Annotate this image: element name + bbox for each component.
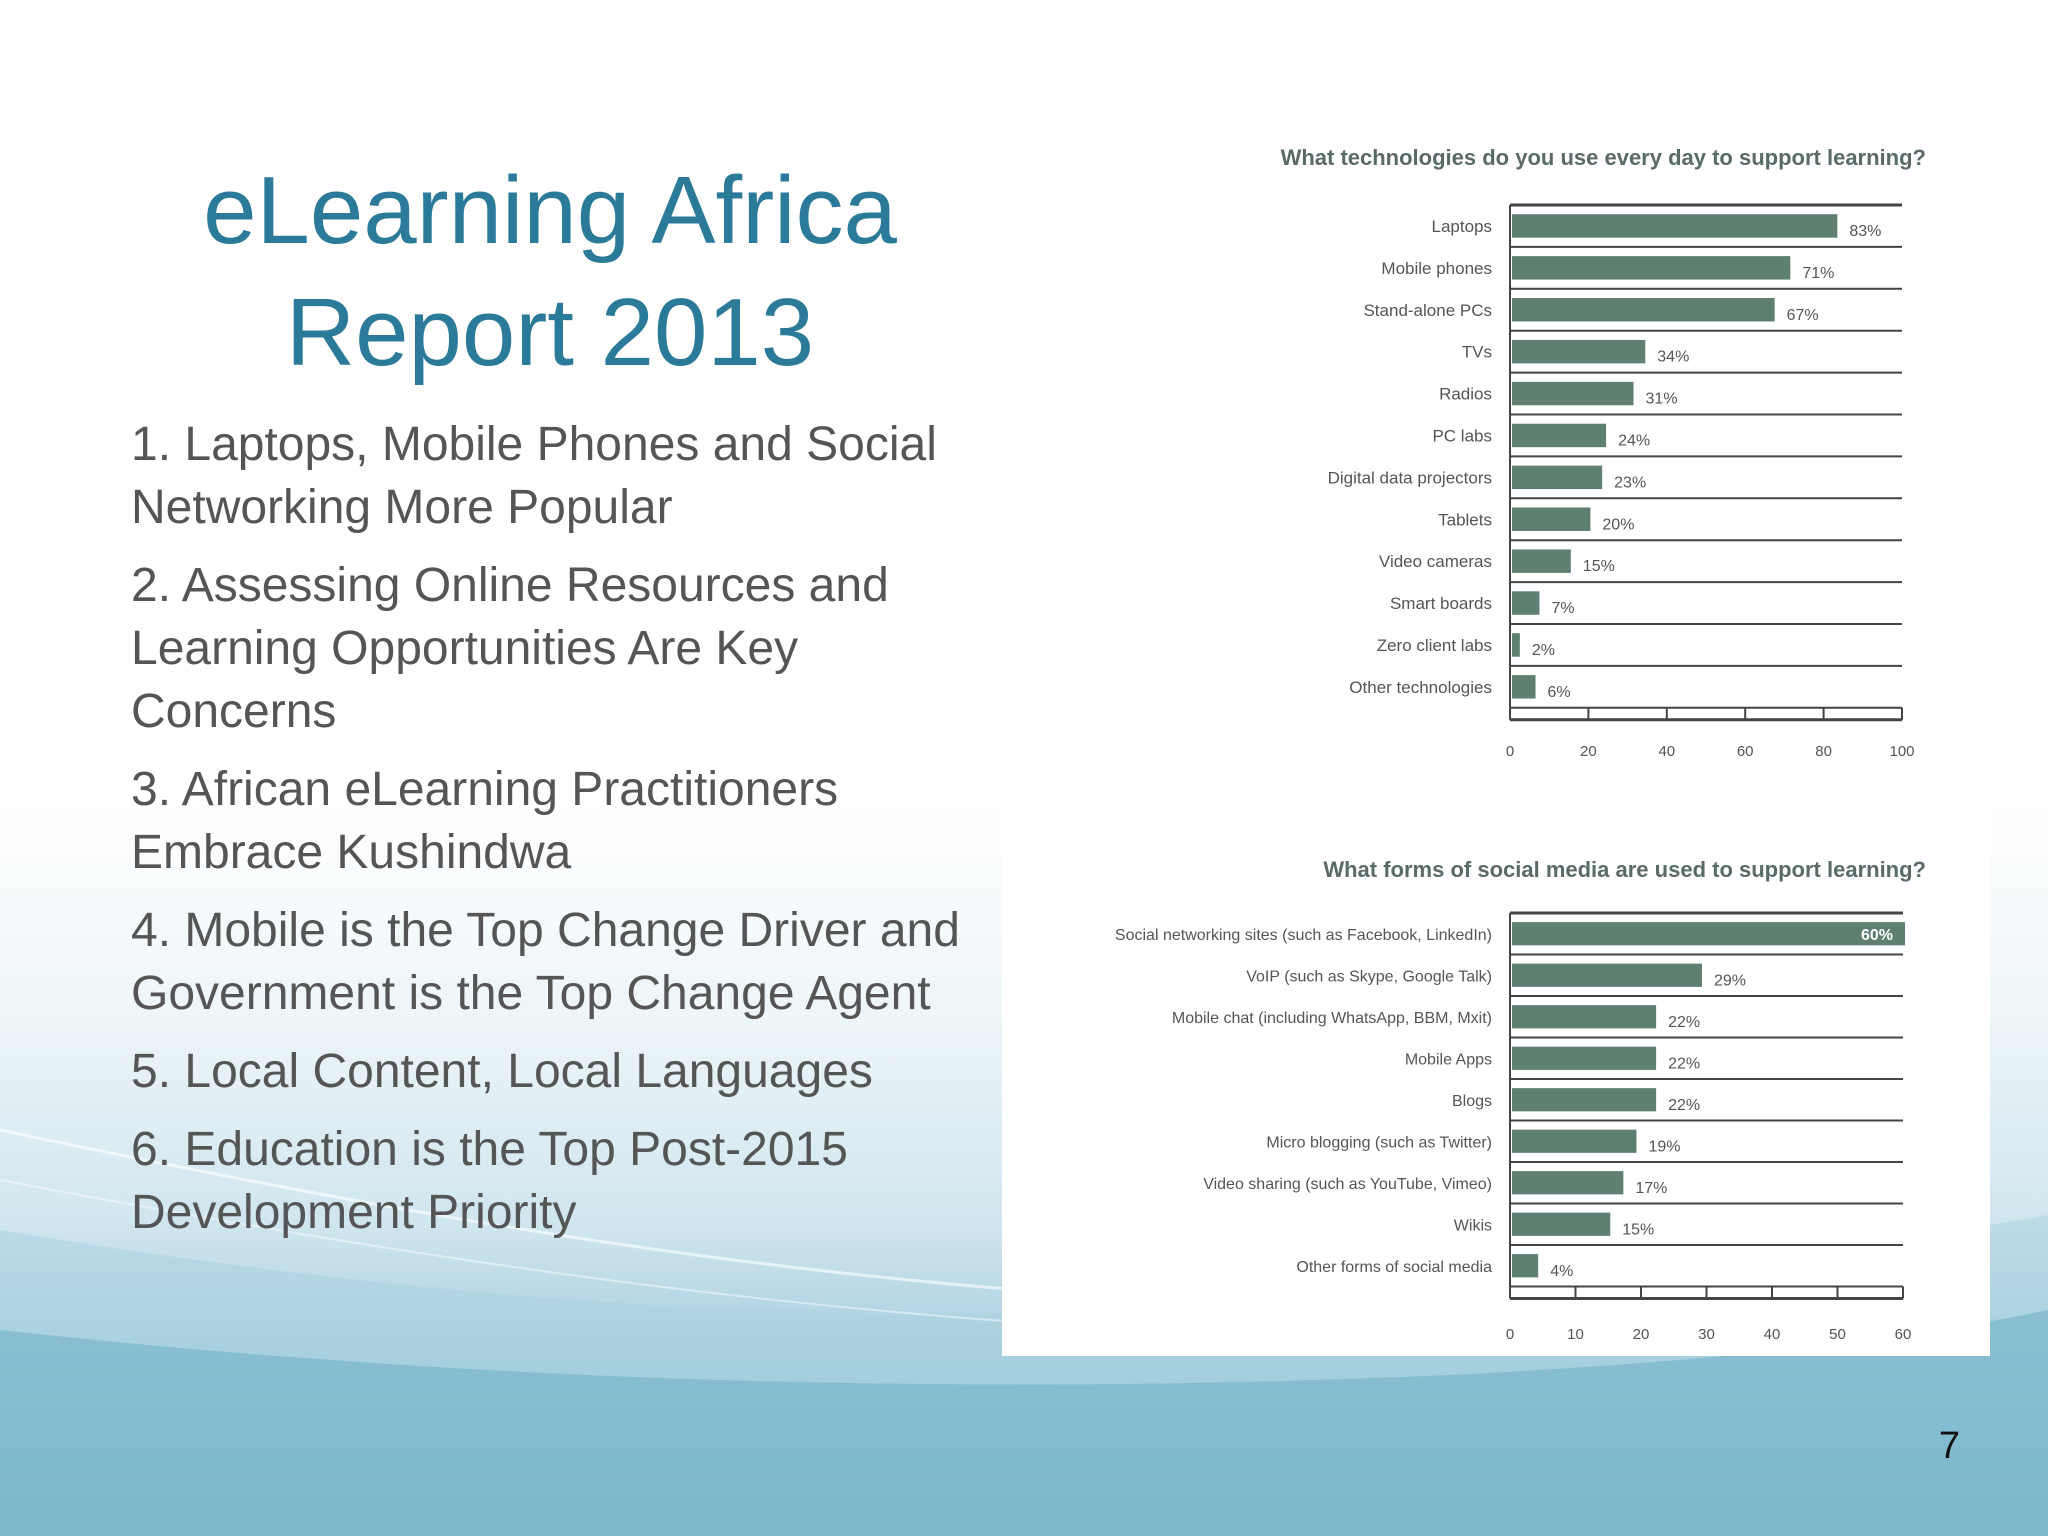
- x-tick-label: 80: [1815, 743, 1832, 760]
- finding-6: 6. Education is the Top Post-2015 Develo…: [131, 1123, 848, 1239]
- page-number: 7: [1938, 1425, 1960, 1467]
- charts-svg: What technologies do you use every day t…: [1115, 145, 1926, 1343]
- x-tick-label: 100: [1889, 743, 1914, 760]
- finding-2: 2. Assessing Online Resources and Learni…: [131, 559, 889, 738]
- value-label: 4%: [1550, 1263, 1573, 1280]
- value-label: 71%: [1802, 265, 1834, 282]
- value-label: 15%: [1622, 1221, 1654, 1238]
- chart-1: What technologies do you use every day t…: [1281, 145, 1926, 760]
- value-label: 7%: [1551, 600, 1574, 617]
- value-label: 29%: [1714, 972, 1746, 989]
- bar: [1512, 1088, 1657, 1112]
- bar: [1512, 963, 1702, 987]
- slide-title: eLearning Africa Report 2013: [100, 150, 1000, 394]
- x-tick-label: 20: [1633, 1326, 1650, 1343]
- bar: [1512, 465, 1603, 490]
- bar: [1512, 922, 1905, 946]
- bar: [1512, 675, 1536, 699]
- title-line-1: eLearning Africa: [203, 157, 897, 264]
- category-label: Micro blogging (such as Twitter): [1266, 1134, 1492, 1151]
- value-label: 22%: [1668, 1055, 1700, 1072]
- bar: [1512, 381, 1634, 406]
- title-line-2: Report 2013: [285, 279, 815, 386]
- chart-2: What forms of social media are used to s…: [1115, 857, 1926, 1343]
- category-label: Video cameras: [1379, 552, 1492, 571]
- category-label: Smart boards: [1390, 594, 1492, 613]
- category-label: PC labs: [1432, 426, 1492, 445]
- bar: [1512, 214, 1838, 238]
- category-label: Blogs: [1452, 1093, 1492, 1110]
- category-label: Mobile phones: [1381, 259, 1492, 278]
- value-label: 31%: [1646, 391, 1678, 408]
- bar: [1512, 1254, 1539, 1278]
- bar: [1512, 1129, 1637, 1153]
- x-tick-label: 20: [1580, 743, 1597, 760]
- value-label: 83%: [1849, 223, 1881, 240]
- bar: [1512, 1171, 1624, 1195]
- finding-3: 3. African eLearning Practitioners Embra…: [131, 763, 839, 879]
- value-label: 6%: [1548, 684, 1571, 701]
- value-label: 22%: [1668, 1097, 1700, 1114]
- bar: [1512, 423, 1607, 448]
- finding-5: 5. Local Content, Local Languages: [131, 1045, 873, 1098]
- category-label: Mobile chat (including WhatsApp, BBM, Mx…: [1172, 1010, 1492, 1027]
- category-label: Video sharing (such as YouTube, Vimeo): [1203, 1176, 1492, 1193]
- value-label: 34%: [1657, 349, 1689, 366]
- value-label: 20%: [1602, 516, 1634, 533]
- bar: [1512, 256, 1791, 280]
- category-label: Social networking sites (such as Faceboo…: [1115, 927, 1492, 944]
- category-label: Tablets: [1438, 510, 1492, 529]
- x-tick-label: 60: [1737, 743, 1754, 760]
- finding-4: 4. Mobile is the Top Change Driver and G…: [131, 904, 960, 1020]
- value-label: 2%: [1532, 642, 1555, 659]
- x-tick-label: 0: [1506, 1326, 1514, 1343]
- category-label: Other forms of social media: [1296, 1259, 1492, 1276]
- category-label: TVs: [1462, 343, 1492, 362]
- x-tick-label: 50: [1829, 1326, 1846, 1343]
- bar: [1512, 549, 1571, 573]
- bar: [1512, 507, 1591, 531]
- x-tick-label: 40: [1764, 1326, 1781, 1343]
- chart-image-panel: What technologies do you use every day t…: [1002, 113, 1990, 1356]
- category-label: Other technologies: [1349, 678, 1492, 697]
- category-label: Radios: [1439, 385, 1492, 404]
- x-tick-label: 10: [1567, 1326, 1584, 1343]
- x-tick-label: 0: [1506, 743, 1514, 760]
- value-label: 22%: [1668, 1014, 1700, 1031]
- x-tick-label: 60: [1895, 1326, 1912, 1343]
- category-label: Laptops: [1432, 217, 1493, 236]
- value-label: 60%: [1861, 927, 1893, 944]
- category-label: VoIP (such as Skype, Google Talk): [1246, 968, 1492, 985]
- value-label: 17%: [1635, 1180, 1667, 1197]
- category-label: Mobile Apps: [1405, 1051, 1492, 1068]
- category-label: Digital data projectors: [1328, 468, 1492, 487]
- value-label: 23%: [1614, 474, 1646, 491]
- bar: [1512, 591, 1540, 615]
- key-findings-list: 1. Laptops, Mobile Phones and Social Net…: [131, 413, 971, 1259]
- value-label: 19%: [1648, 1138, 1680, 1155]
- bar: [1512, 1005, 1657, 1029]
- value-label: 67%: [1787, 307, 1819, 324]
- category-label: Stand-alone PCs: [1363, 301, 1492, 320]
- finding-1: 1. Laptops, Mobile Phones and Social Net…: [131, 418, 937, 534]
- value-label: 15%: [1583, 558, 1615, 575]
- value-label: 24%: [1618, 432, 1650, 449]
- chart-2-title: What forms of social media are used to s…: [1323, 857, 1926, 882]
- x-tick-label: 40: [1658, 743, 1675, 760]
- bar: [1512, 1212, 1611, 1236]
- bar: [1512, 339, 1646, 364]
- x-tick-label: 30: [1698, 1326, 1715, 1343]
- category-label: Wikis: [1454, 1217, 1492, 1234]
- category-label: Zero client labs: [1377, 636, 1492, 655]
- bar: [1512, 298, 1775, 322]
- chart-1-title: What technologies do you use every day t…: [1281, 145, 1926, 170]
- bar: [1512, 1046, 1657, 1070]
- bar: [1512, 633, 1520, 657]
